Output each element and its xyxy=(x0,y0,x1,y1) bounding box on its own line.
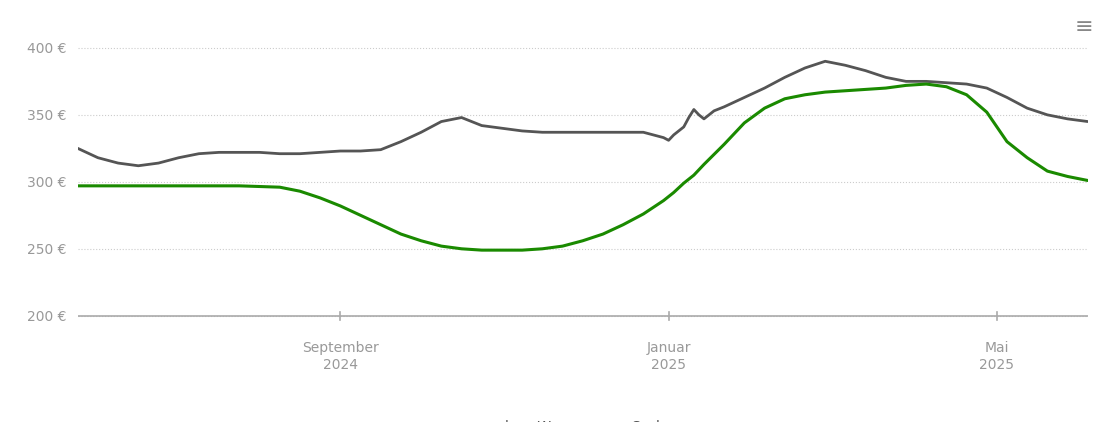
Text: ≡: ≡ xyxy=(1074,17,1093,37)
Legend: lose Ware, Sackware: lose Ware, Sackware xyxy=(462,414,704,422)
